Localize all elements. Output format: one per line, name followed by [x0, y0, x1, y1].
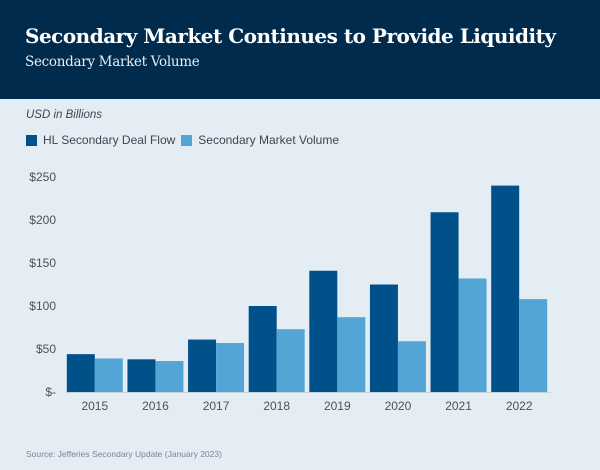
- bar-hl-deal-flow: [66, 354, 95, 392]
- legend-item-hl-deal-flow: HL Secondary Deal Flow: [26, 133, 175, 147]
- chart-title: Secondary Market Continues to Provide Li…: [25, 24, 556, 48]
- bar-hl-deal-flow: [188, 339, 217, 392]
- bar-secondary-market-volume: [276, 329, 305, 392]
- bar-secondary-market-volume: [216, 342, 245, 392]
- source-note: Source: Jefferies Secondary Update (Janu…: [26, 449, 222, 459]
- bar-secondary-market-volume: [519, 299, 548, 392]
- x-tick-label: 2018: [263, 399, 290, 413]
- bar-hl-deal-flow: [309, 270, 338, 392]
- bar-secondary-market-volume: [94, 358, 123, 392]
- y-tick-label: $100: [29, 299, 56, 313]
- header-banner: Secondary Market Continues to Provide Li…: [0, 0, 600, 99]
- y-tick-label: $150: [29, 256, 56, 270]
- x-tick-label: 2017: [203, 399, 230, 413]
- bar-secondary-market-volume: [155, 361, 184, 392]
- bar-secondary-market-volume: [337, 317, 366, 392]
- legend-label-secondary-market-volume: Secondary Market Volume: [198, 133, 340, 147]
- y-tick-label: $50: [36, 342, 56, 356]
- y-tick-label: $250: [29, 170, 56, 184]
- x-tick-label: 2020: [385, 399, 412, 413]
- bar-secondary-market-volume: [397, 341, 426, 392]
- bar-hl-deal-flow: [248, 306, 277, 392]
- x-tick-label: 2015: [81, 399, 108, 413]
- bar-hl-deal-flow: [491, 185, 520, 392]
- bar-hl-deal-flow: [369, 284, 398, 392]
- x-tick-label: 2019: [324, 399, 351, 413]
- y-tick-label: $-: [45, 385, 56, 399]
- units-label: USD in Billions: [26, 109, 103, 121]
- x-tick-label: 2021: [445, 399, 472, 413]
- bar-hl-deal-flow: [430, 212, 459, 392]
- x-tick-label: 2016: [142, 399, 169, 413]
- bar-hl-deal-flow: [127, 359, 156, 392]
- legend-label-hl-deal-flow: HL Secondary Deal Flow: [43, 133, 176, 147]
- chart-subtitle: Secondary Market Volume: [25, 54, 200, 70]
- legend-swatch-secondary-market-volume: [181, 134, 193, 146]
- x-tick-label: 2022: [506, 399, 533, 413]
- legend-item-secondary-market-volume: Secondary Market Volume: [181, 133, 339, 147]
- legend: HL Secondary Deal Flow Secondary Market …: [26, 133, 345, 147]
- y-tick-label: $200: [29, 213, 56, 227]
- legend-swatch-hl-deal-flow: [26, 134, 37, 146]
- bar-secondary-market-volume: [458, 278, 487, 392]
